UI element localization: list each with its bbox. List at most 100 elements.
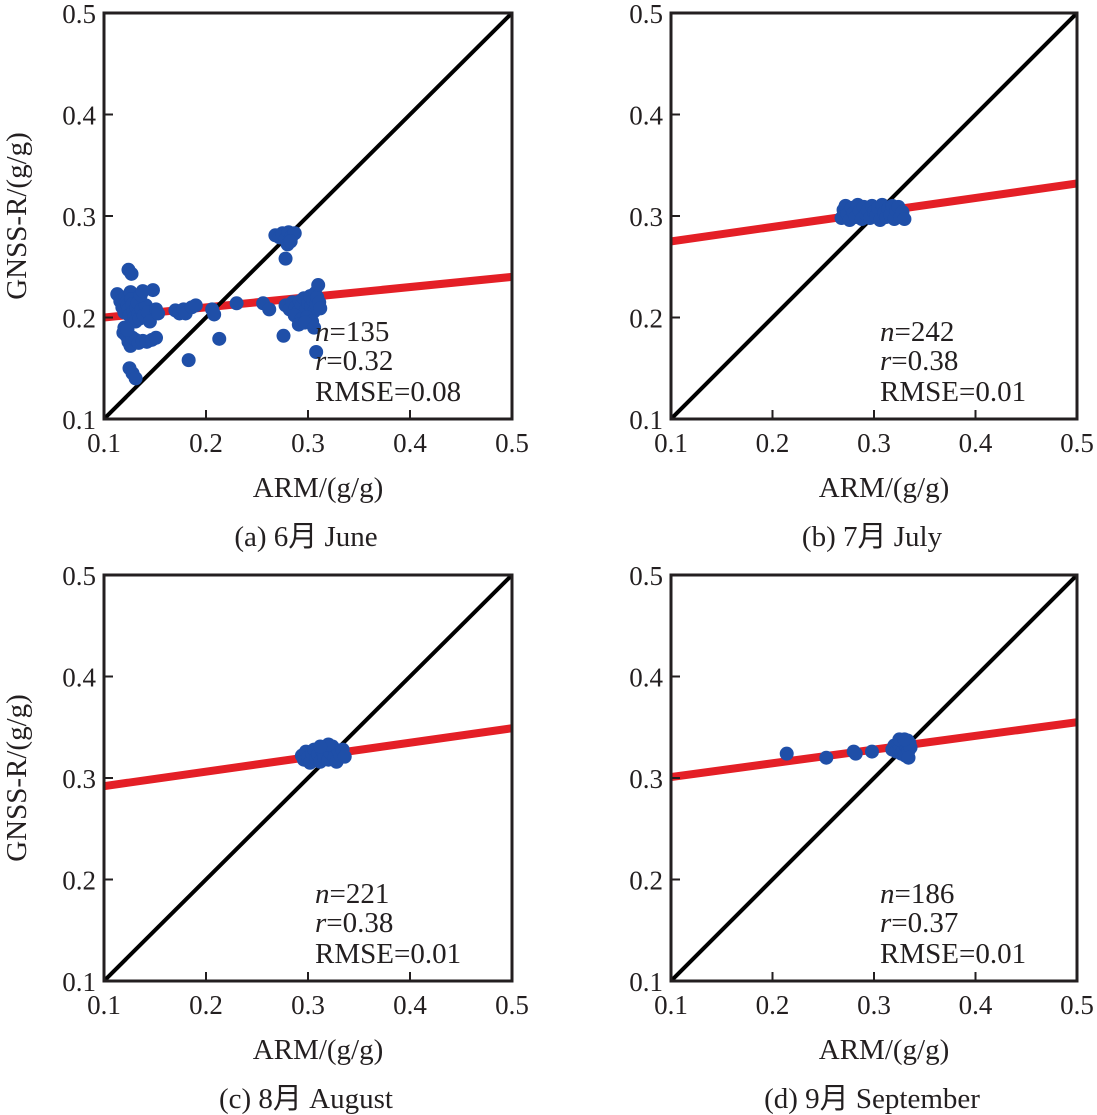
scatter-points — [779, 732, 918, 765]
scatter-points — [110, 225, 328, 386]
y-tick-label: 0.2 — [629, 866, 663, 896]
x-tick-label: 0.2 — [189, 428, 223, 458]
x-tick-label: 0.3 — [291, 990, 325, 1020]
y-tick-label: 0.2 — [629, 304, 663, 334]
y-tick-label: 0.4 — [62, 101, 96, 131]
data-point — [283, 234, 298, 249]
y-tick-label: 0.4 — [629, 663, 663, 693]
x-tick-label: 0.3 — [857, 428, 891, 458]
data-point — [779, 746, 794, 761]
x-tick-label: 0.1 — [654, 428, 688, 458]
x-tick-label: 0.2 — [756, 990, 790, 1020]
data-point — [278, 251, 293, 266]
y-tick-label: 0.4 — [62, 663, 96, 693]
y-tick-label: 0.5 — [629, 561, 663, 591]
data-point — [207, 307, 222, 322]
one-to-one-line — [104, 575, 512, 981]
data-point — [128, 371, 143, 386]
panel-d-september: 0.1 0.2 0.3 0.4 0.5 0.1 0.2 0.3 0.4 0.5 ARM/(g/g) (… — [629, 561, 1094, 1115]
data-point — [145, 283, 160, 298]
data-point — [276, 328, 291, 343]
y-tick-label: 0.2 — [62, 304, 96, 334]
data-point — [229, 296, 244, 311]
stat-r: r=0.38 — [880, 345, 958, 377]
x-axis-label: ARM/(g/g) — [253, 472, 384, 504]
one-to-one-line — [671, 575, 1077, 981]
y-tick-label: 0.3 — [62, 202, 96, 232]
data-point — [337, 749, 352, 764]
stat-rmse: RMSE=0.01 — [880, 938, 1026, 970]
x-axis-label: ARM/(g/g) — [819, 472, 950, 504]
x-tick-label: 0.2 — [756, 428, 790, 458]
y-tick-label: 0.5 — [629, 0, 663, 29]
data-point — [897, 732, 912, 747]
y-axis-label: GNSS-R/(g/g) — [1, 132, 33, 300]
data-point — [897, 212, 912, 227]
data-point — [307, 320, 322, 335]
y-tick-label: 0.1 — [629, 405, 663, 435]
y-tick-label: 0.1 — [62, 405, 96, 435]
data-point — [181, 353, 196, 368]
x-axis-label: ARM/(g/g) — [819, 1034, 950, 1066]
stat-n: n=221 — [315, 878, 389, 910]
panel-caption: (d) 9月 September — [764, 1083, 980, 1115]
data-point — [149, 330, 164, 345]
data-point — [864, 744, 879, 759]
y-axis-label: GNSS-R/(g/g) — [1, 694, 33, 862]
stat-r: r=0.32 — [315, 345, 393, 377]
y-tick-label: 0.3 — [629, 202, 663, 232]
x-tick-label: 0.2 — [189, 990, 223, 1020]
stat-rmse: RMSE=0.01 — [315, 938, 461, 970]
panel-a-june: 0.1 0.2 0.3 0.4 0.5 0.1 0.2 0.3 0.4 0.5 ARM/(g/g) G… — [1, 0, 529, 553]
data-point — [135, 284, 150, 299]
data-point — [313, 301, 328, 316]
data-point — [311, 278, 326, 293]
x-tick-label: 0.5 — [495, 428, 529, 458]
data-point — [151, 306, 166, 321]
data-point — [120, 322, 135, 337]
y-tick-label: 0.5 — [62, 0, 96, 29]
data-point — [848, 746, 863, 761]
x-tick-label: 0.1 — [87, 428, 121, 458]
x-tick-label: 0.3 — [291, 428, 325, 458]
y-tick-label: 0.5 — [62, 561, 96, 591]
x-tick-label: 0.5 — [495, 990, 529, 1020]
panel-c-august: 0.1 0.2 0.3 0.4 0.5 0.1 0.2 0.3 0.4 0.5 ARM/(g/g) G… — [1, 561, 529, 1115]
y-tick-label: 0.3 — [629, 764, 663, 794]
x-tick-label: 0.5 — [1060, 428, 1094, 458]
y-tick-label: 0.2 — [62, 866, 96, 896]
stat-n: n=186 — [880, 878, 954, 910]
data-point — [313, 739, 328, 754]
stat-n: n=242 — [880, 316, 954, 348]
y-tick-label: 0.4 — [629, 101, 663, 131]
stat-n: n=135 — [315, 316, 389, 348]
data-point — [309, 345, 324, 360]
x-tick-label: 0.1 — [654, 990, 688, 1020]
panel-caption: (a) 6月 June — [234, 521, 377, 553]
data-point — [188, 298, 203, 313]
stat-rmse: RMSE=0.08 — [315, 376, 461, 408]
x-tick-label: 0.3 — [857, 990, 891, 1020]
panel-caption: (c) 8月 August — [219, 1083, 393, 1115]
data-point — [901, 750, 916, 765]
x-tick-label: 0.4 — [393, 428, 427, 458]
panel-b-july: 0.1 0.2 0.3 0.4 0.5 0.1 0.2 0.3 0.4 0.5 ARM/(g/g) (… — [629, 0, 1094, 553]
y-tick-label: 0.3 — [62, 764, 96, 794]
x-tick-label: 0.1 — [87, 990, 121, 1020]
y-tick-label: 0.1 — [62, 967, 96, 997]
data-point — [819, 750, 834, 765]
x-tick-label: 0.4 — [393, 990, 427, 1020]
stat-r: r=0.37 — [880, 907, 958, 939]
data-point — [212, 331, 227, 346]
scatter-points — [834, 197, 912, 228]
stat-r: r=0.38 — [315, 907, 393, 939]
panel-caption: (b) 7月 July — [802, 521, 943, 553]
one-to-one-line — [104, 13, 512, 419]
data-point — [124, 266, 139, 281]
x-tick-label: 0.5 — [1060, 990, 1094, 1020]
